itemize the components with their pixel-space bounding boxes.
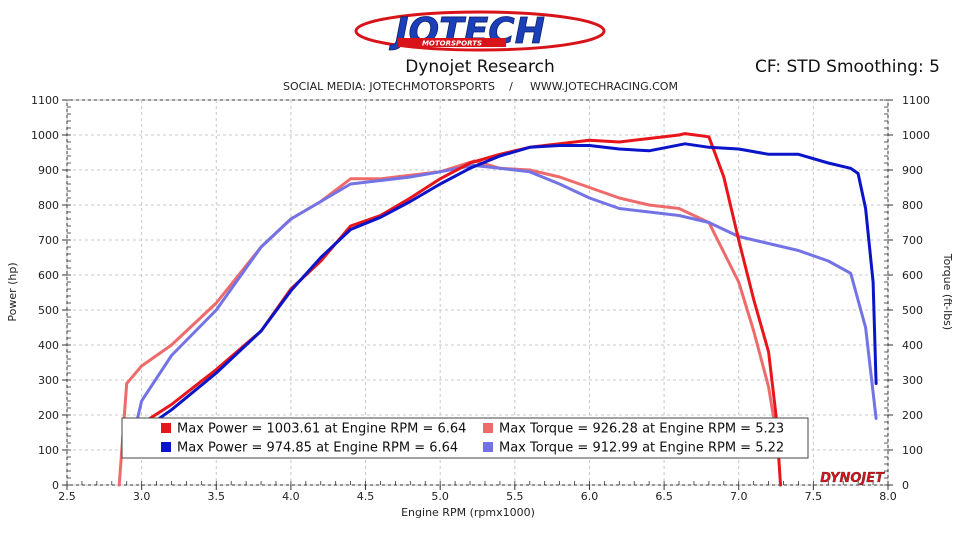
y-tick-label: 1000 (31, 129, 59, 142)
dynojet-logo: DYNOJET (820, 471, 885, 486)
legend-swatch-3 (483, 423, 493, 433)
legend-swatch-1 (161, 423, 171, 433)
x-tick-label: 6.5 (655, 490, 673, 503)
y-tick-label: 200 (38, 409, 59, 422)
y2-tick-label: 0 (902, 479, 909, 492)
y-tick-label: 0 (52, 479, 59, 492)
legend: Max Power = 1003.61 at Engine RPM = 6.64… (121, 417, 809, 459)
y2-axis-ticks: 0 100 200 300 400 500 600 700 800 900 1000 1100 (884, 94, 930, 492)
legend-box (121, 417, 809, 459)
legend-entry-3: Max Torque = 926.28 at Engine RPM = 5.23 (499, 422, 784, 437)
y-axis-ticks: 0 100 200 300 400 500 600 700 800 900 1000 1100 (31, 94, 71, 492)
y2-tick-label: 700 (902, 234, 923, 247)
y-tick-label: 800 (38, 199, 59, 212)
y2-tick-label: 400 (902, 339, 923, 352)
y-tick-label: 900 (38, 164, 59, 177)
legend-swatch-2 (161, 442, 171, 452)
legend-entry-1: Max Power = 1003.61 at Engine RPM = 6.64 (177, 422, 466, 437)
y-tick-label: 600 (38, 269, 59, 282)
y2-axis-label: Torque (ft-lbs) (941, 253, 954, 330)
x-tick-label: 7.5 (805, 490, 823, 503)
x-tick-label: 2.5 (58, 490, 76, 503)
y2-tick-label: 600 (902, 269, 923, 282)
x-axis-ticks: 2.5 3.0 3.5 4.0 4.5 5.0 5.5 6.0 6.5 7.0 7.5 8.0 (58, 481, 897, 503)
y2-tick-label: 300 (902, 374, 923, 387)
header-separator: / (509, 80, 513, 93)
legend-entry-2: Max Power = 974.85 at Engine RPM = 6.64 (177, 441, 458, 456)
legend-entry-4: Max Torque = 912.99 at Engine RPM = 5.22 (499, 441, 784, 456)
y2-tick-label: 500 (902, 304, 923, 317)
logo-subtext-bar (398, 38, 506, 47)
x-tick-label: 3.0 (133, 490, 151, 503)
series-lines (117, 132, 878, 487)
y-tick-label: 700 (38, 234, 59, 247)
x-tick-label: 6.0 (581, 490, 599, 503)
series-line-2 (140, 142, 878, 433)
x-tick-label: 7.0 (730, 490, 748, 503)
x-tick-label: 4.0 (282, 490, 300, 503)
x-tick-label: 4.5 (357, 490, 375, 503)
y2-tick-label: 1100 (902, 94, 930, 107)
correction-factor: CF: STD Smoothing: 5 (755, 57, 940, 77)
logo-subtext: MOTORSPORTS (422, 40, 482, 48)
website-text: WWW.JOTECHRACING.COM (530, 80, 678, 93)
y2-tick-label: 800 (902, 199, 923, 212)
x-tick-label: 5.0 (431, 490, 449, 503)
x-tick-label: 5.5 (506, 490, 524, 503)
y-tick-label: 100 (38, 444, 59, 457)
y-tick-label: 300 (38, 374, 59, 387)
y2-tick-label: 100 (902, 444, 923, 457)
chart-title: Dynojet Research (405, 57, 555, 77)
legend-swatch-4 (483, 442, 493, 452)
y-axis-label: Power (hp) (6, 262, 19, 321)
y-tick-label: 1100 (31, 94, 59, 107)
y-tick-label: 500 (38, 304, 59, 317)
x-axis-label: Engine RPM (rpmx1000) (401, 506, 535, 519)
series-line-4 (132, 163, 878, 434)
x-tick-label: 3.5 (208, 490, 226, 503)
y2-tick-label: 1000 (902, 129, 930, 142)
y2-tick-label: 200 (902, 409, 923, 422)
x-tick-label: 8.0 (879, 490, 897, 503)
jotech-logo: JOTECH MOTORSPORTS (354, 10, 606, 52)
y2-tick-label: 900 (902, 164, 923, 177)
logo-swoosh-icon (354, 10, 606, 52)
social-media-text: SOCIAL MEDIA: JOTECHMOTORSPORTS (283, 80, 495, 93)
y-tick-label: 400 (38, 339, 59, 352)
